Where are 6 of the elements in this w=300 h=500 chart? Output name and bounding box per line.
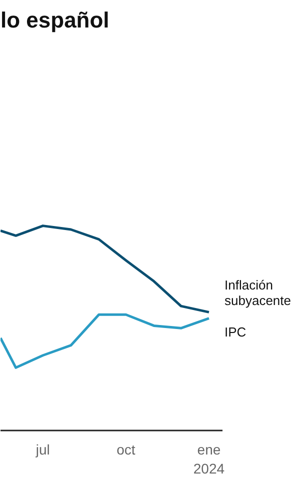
x-tick-label: oct xyxy=(116,442,136,458)
x-tick-label: ene 2024 xyxy=(193,442,225,477)
series-label: IPC xyxy=(224,324,246,340)
series-label: Inflación subyacente xyxy=(224,277,291,308)
x-tick-label: jul xyxy=(34,442,50,458)
chart-title: lo español xyxy=(0,8,110,32)
